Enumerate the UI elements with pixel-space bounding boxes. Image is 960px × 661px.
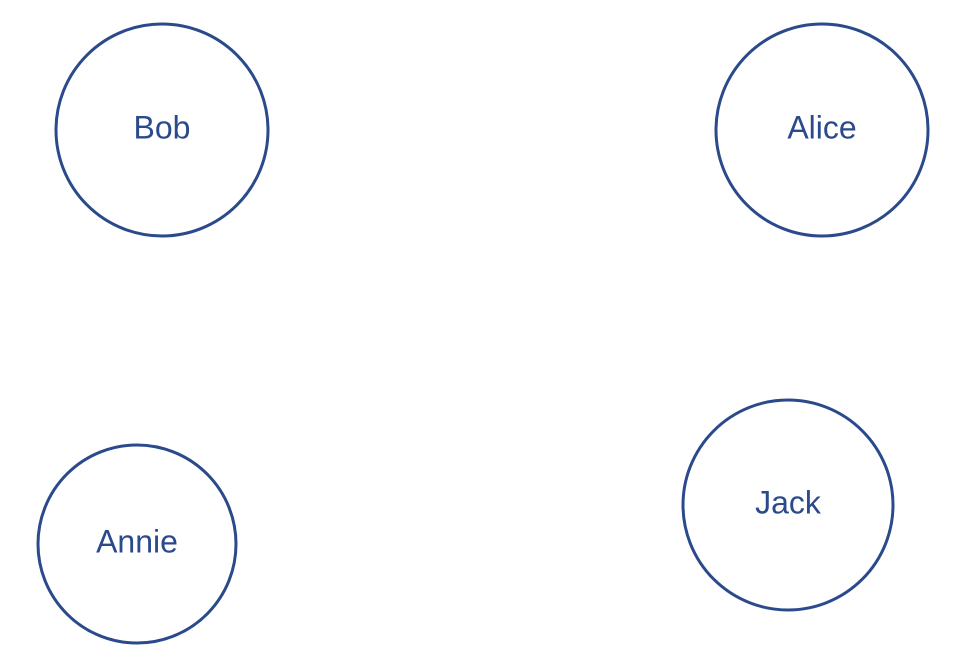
node-alice[interactable]: Alice <box>714 22 930 238</box>
node-jack-circle <box>681 398 895 612</box>
node-bob-circle <box>54 22 270 238</box>
node-jack-label: Jack <box>755 484 822 520</box>
node-jack[interactable]: Jack <box>681 398 895 612</box>
node-annie[interactable]: Annie <box>36 443 238 645</box>
node-annie-circle <box>36 443 238 645</box>
node-bob-label: Bob <box>134 109 191 145</box>
node-bob[interactable]: Bob <box>54 22 270 238</box>
node-alice-circle <box>714 22 930 238</box>
node-annie-label: Annie <box>96 523 178 559</box>
node-alice-label: Alice <box>787 109 856 145</box>
